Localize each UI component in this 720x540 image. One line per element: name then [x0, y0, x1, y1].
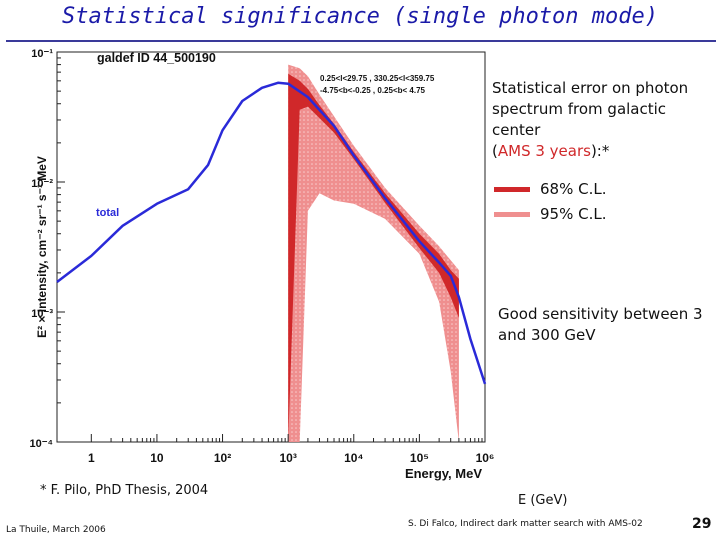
series-line-total [56, 81, 487, 385]
x-tick-label-100000: 10⁵ [410, 451, 429, 465]
series-label-total: total [96, 207, 119, 219]
slide-title: Statistical significance (single photon … [61, 4, 659, 29]
footnote: * F. Pilo, PhD Thesis, 2004 [40, 483, 209, 498]
legend-95: 95% C.L. [494, 203, 606, 225]
legend-swatch-95 [494, 211, 530, 217]
chart-annotation-1: 0.25<l<29.75 , 330.25<l<359.75 [320, 74, 435, 83]
legend-68: 68% C.L. [494, 178, 606, 200]
y-tick-label: 10⁻⁴ [30, 438, 53, 450]
x-tick-label-1: 1 [88, 451, 95, 465]
ams-highlight: AMS 3 years [497, 142, 591, 160]
description-suffix: ):* [590, 142, 610, 160]
y-tick-label: 10⁻¹ [31, 48, 53, 60]
page-number: 29 [692, 516, 712, 532]
description-text: Statistical error on photon spectrum fro… [492, 78, 692, 162]
legend-label-68: 68% C.L. [540, 180, 607, 198]
description-prefix: ( [492, 142, 498, 160]
title-underline [6, 40, 716, 42]
x-axis-label: Energy, MeV [405, 466, 482, 481]
chart-annotation-2: -4.75<b<-0.25 , 0.25<b< 4.75 [320, 86, 426, 95]
description-line: Statistical error on photon spectrum fro… [492, 79, 689, 139]
axis-ticks: 1 10 10² 10³ 10⁴ 10⁵ 10⁶ 10⁻⁴ 10⁻³ 10⁻² 10⁻¹ [30, 48, 494, 465]
confidence-bands [288, 64, 459, 443]
chart-title: galdef ID 44_500190 [97, 51, 216, 65]
y-axis-label: E² × Intensity, cm⁻² sr⁻¹ s⁻¹ MeV [35, 156, 49, 338]
x-tick-label-1000: 10³ [279, 451, 296, 465]
spectrum-chart: 1 10 10² 10³ 10⁴ 10⁵ 10⁶ 10⁻⁴ 10⁻³ 10⁻² 10⁻¹ galde… [30, 48, 494, 481]
sensitivity-text: Good sensitivity between 3 and 300 GeV [498, 305, 703, 344]
legend-swatch-68 [494, 186, 530, 192]
band-95-texture [288, 64, 459, 442]
axis-note: E (GeV) [518, 493, 568, 508]
y-tick-label: 10⁻² [31, 178, 53, 190]
series-layer [56, 81, 487, 385]
x-tick-label-10: 10 [150, 451, 164, 465]
legend-label-95: 95% C.L. [540, 205, 607, 223]
footer-center: S. Di Falco, Indirect dark matter search… [408, 519, 643, 529]
x-tick-label-10000: 10⁴ [344, 451, 363, 465]
footer-left: La Thuile, March 2006 [6, 525, 106, 535]
x-tick-label-100: 10² [214, 451, 231, 465]
y-tick-label: 10⁻³ [31, 308, 53, 320]
x-tick-label-1000000: 10⁶ [476, 451, 495, 465]
